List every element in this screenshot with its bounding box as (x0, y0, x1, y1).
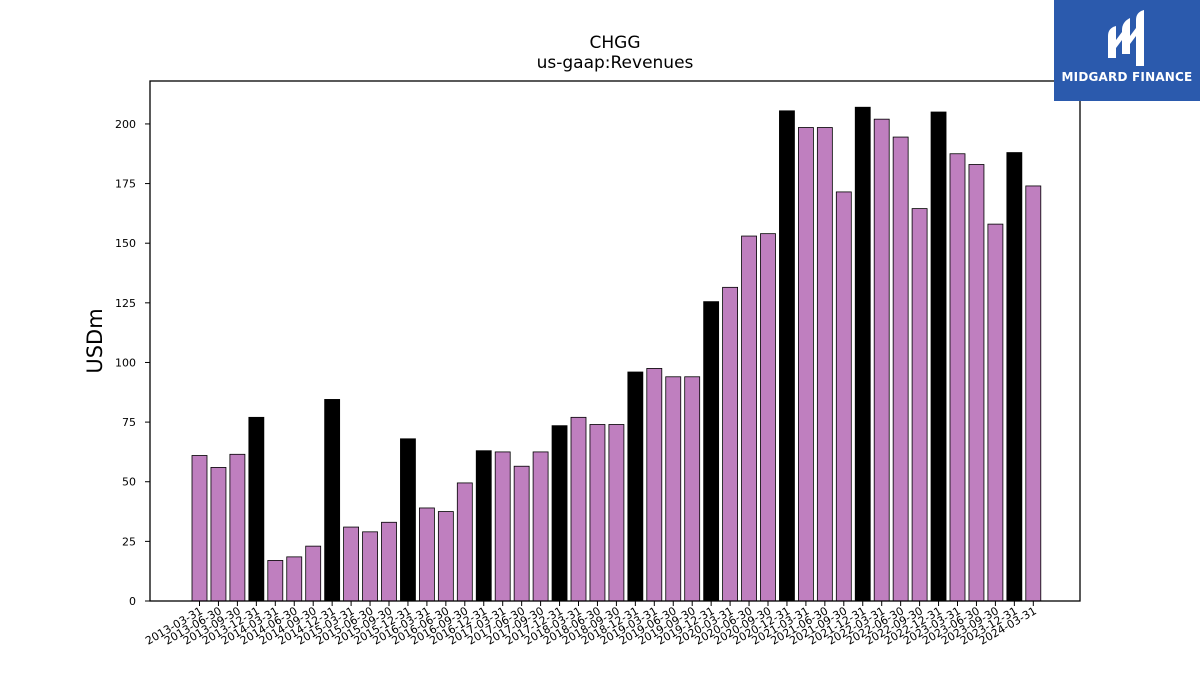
bar-2014-03-31 (267, 560, 284, 602)
bar-2023-03-31 (949, 153, 966, 602)
bar-2018-12-31 (627, 371, 644, 602)
y-tick-label: 25 (122, 535, 136, 548)
bar-2019-12-31 (703, 301, 720, 602)
y-axis-label: USDm (83, 308, 107, 373)
bar-2024-03-31 (1025, 185, 1042, 602)
bar-2018-03-31 (570, 416, 587, 602)
bar-2023-12-31 (1006, 152, 1023, 602)
bar-2020-12-31 (779, 110, 795, 602)
bar-2019-03-31 (646, 368, 663, 602)
bar-2019-06-30 (665, 376, 682, 602)
y-axis: 0 25 50 75 100 125 150 175 200 (115, 118, 150, 608)
y-tick-label: 125 (115, 297, 136, 310)
bar-2021-06-30 (816, 127, 833, 602)
y-tick-label: 75 (122, 416, 136, 429)
bar-2017-03-31 (494, 451, 511, 602)
bar-2022-09-30 (911, 208, 928, 602)
logo-text: MIDGARD FINANCE (1061, 70, 1193, 84)
bar-2018-06-30 (589, 424, 606, 602)
bar-2017-12-31 (551, 425, 568, 602)
bar-2013-12-31 (248, 416, 265, 602)
bar-2015-12-31 (400, 438, 416, 602)
bar-2023-06-30 (968, 164, 985, 602)
bars-group (191, 106, 1042, 602)
bar-2015-06-30 (362, 531, 378, 602)
bar-2016-03-31 (418, 507, 435, 602)
y-tick-label: 150 (115, 237, 136, 250)
bar-2014-09-30 (305, 545, 322, 602)
bar-2020-03-31 (722, 286, 738, 602)
midgard-m-logo-icon (1108, 10, 1144, 66)
bar-2016-12-31 (475, 450, 492, 602)
bar-2014-12-31 (324, 399, 341, 602)
bar-2014-06-30 (286, 556, 303, 602)
bar-2015-03-31 (343, 526, 360, 602)
bar-2021-09-30 (835, 191, 852, 602)
y-tick-label: 175 (115, 178, 136, 191)
bar-2013-06-30 (210, 467, 227, 602)
bar-2013-09-30 (229, 453, 246, 602)
bar-2020-09-30 (760, 233, 776, 602)
bar-2021-12-31 (854, 106, 871, 602)
bar-2013-03-31 (191, 455, 208, 602)
bar-2017-06-30 (513, 465, 530, 602)
bar-2021-03-31 (798, 127, 814, 602)
chart-subtitle: us-gaap:Revenues (537, 53, 694, 73)
bar-2023-09-30 (987, 223, 1004, 602)
y-tick-label: 50 (122, 476, 136, 489)
bar-2015-09-30 (381, 521, 397, 602)
y-tick-label: 0 (129, 595, 136, 608)
bar-2022-06-30 (892, 136, 909, 602)
bar-2016-09-30 (456, 482, 473, 602)
bar-2022-12-31 (930, 111, 947, 602)
x-axis: 2013-03-312013-06-302013-09-302013-12-31… (143, 601, 1039, 648)
bar-2019-09-30 (684, 376, 701, 602)
bar-2020-06-30 (741, 235, 757, 602)
plot-frame (149, 80, 1081, 602)
bar-2016-06-30 (437, 511, 454, 602)
y-tick-label: 100 (115, 356, 136, 369)
bar-2017-09-30 (532, 451, 549, 602)
chart-title: CHGG (590, 33, 641, 53)
y-tick-label: 200 (115, 118, 136, 131)
midgard-finance-logo: MIDGARD FINANCE (1054, 0, 1200, 101)
bar-2022-03-31 (873, 118, 890, 602)
bar-2018-09-30 (608, 424, 625, 602)
